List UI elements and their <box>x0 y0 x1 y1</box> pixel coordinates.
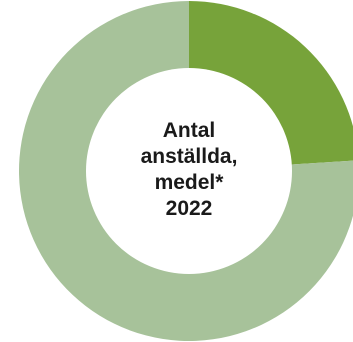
center-text-line-1: Antal <box>162 119 216 142</box>
center-text-line-4: 2022 <box>165 197 213 220</box>
donut-center-label: Antal anställda, medel* 2022 <box>114 118 264 222</box>
center-text-line-3: medel* <box>154 171 224 194</box>
donut-hole <box>86 68 292 274</box>
center-text-line-2: anställda, <box>140 145 238 168</box>
